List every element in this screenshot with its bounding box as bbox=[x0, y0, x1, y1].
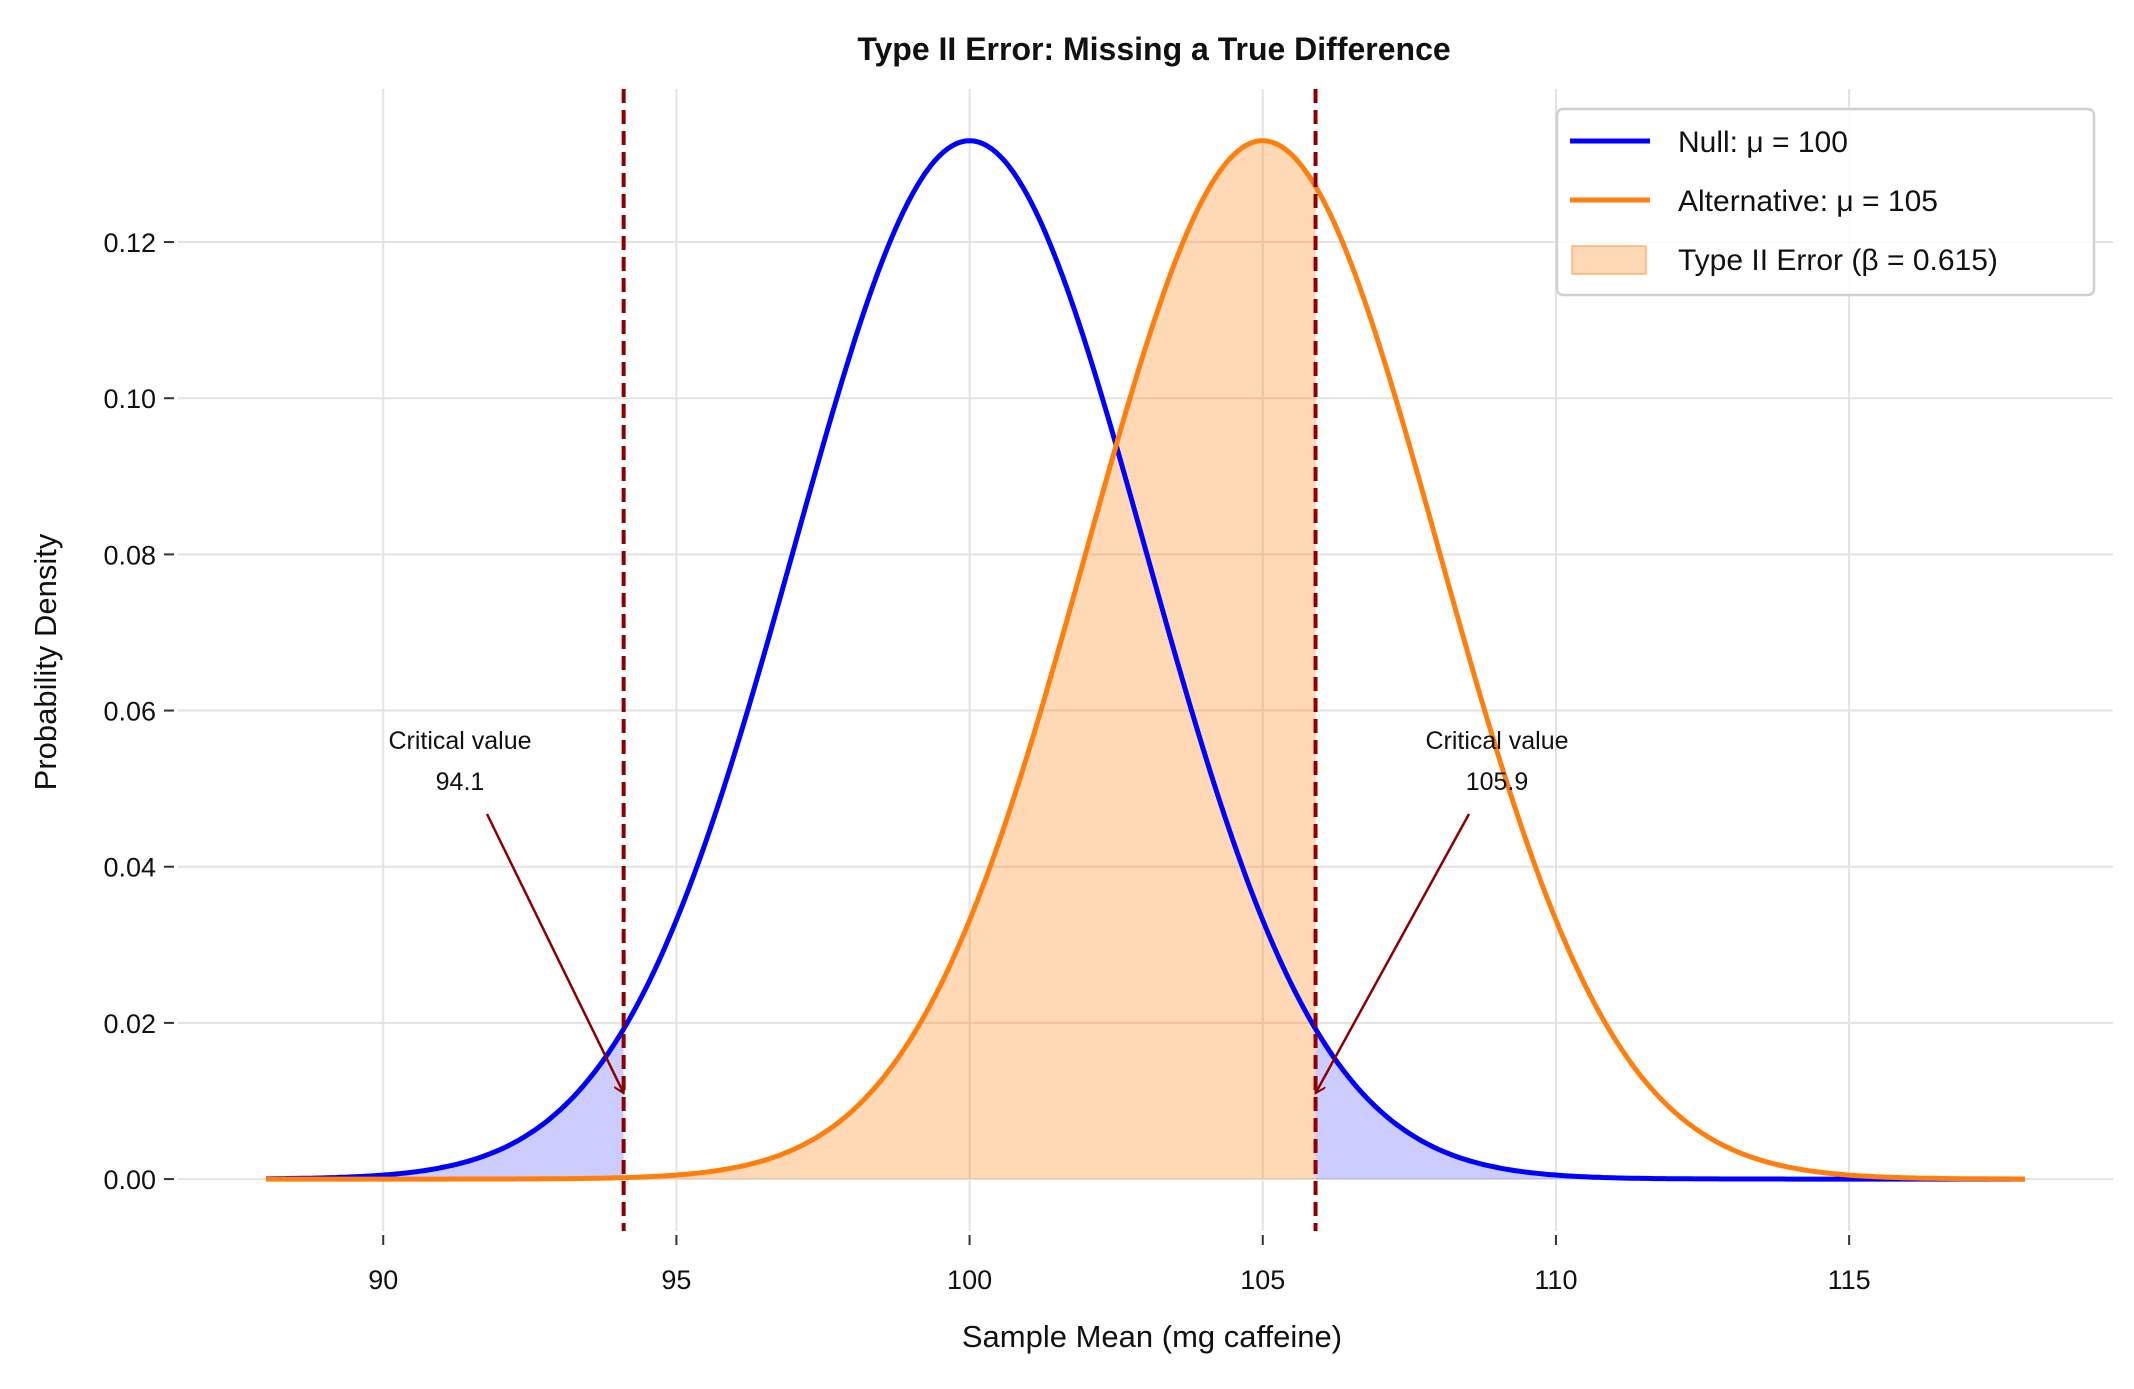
x-tick-label: 100 bbox=[947, 1265, 992, 1295]
legend-label-alternative: Alternative: μ = 105 bbox=[1678, 185, 1938, 218]
y-tick-label: 0.00 bbox=[103, 1165, 156, 1195]
annotation-arrow bbox=[485, 813, 624, 1093]
x-tick-label: 110 bbox=[1534, 1265, 1577, 1295]
series-lines bbox=[266, 138, 2025, 1182]
fills bbox=[265, 140, 2026, 1180]
legend-label-type2: Type II Error (β = 0.615) bbox=[1678, 244, 1998, 277]
alternative-curve bbox=[266, 138, 2025, 1182]
x-tick-label: 95 bbox=[661, 1265, 691, 1295]
y-tick-label: 0.06 bbox=[103, 697, 156, 727]
annotation-title: Critical value bbox=[1425, 727, 1568, 755]
axis-ticks: 90 95 100 105 110 115 0.00 0.02 0.04 0.06 0.08 0.10… bbox=[103, 228, 1870, 1295]
y-tick-label: 0.12 bbox=[103, 228, 156, 258]
legend-frame bbox=[1555, 107, 2096, 297]
x-axis-label: Sample Mean (mg caffeine) bbox=[962, 1319, 1342, 1354]
legend: Null: μ = 100 Alternative: μ = 105 Type … bbox=[1555, 107, 2096, 297]
legend-swatch-type2 bbox=[1571, 245, 1647, 275]
y-axis-label: Probability Density bbox=[28, 533, 63, 790]
null-curve bbox=[266, 138, 2025, 1182]
annotation-value: 94.1 bbox=[436, 768, 485, 796]
annotation-value: 105.9 bbox=[1466, 768, 1529, 796]
annotation-title: Critical value bbox=[388, 727, 531, 755]
chart-title: Type II Error: Missing a True Difference bbox=[857, 31, 1450, 67]
legend-label-null: Null: μ = 100 bbox=[1678, 126, 1848, 159]
annotation-arrow bbox=[1316, 813, 1471, 1093]
y-tick-label: 0.08 bbox=[103, 540, 156, 570]
null-tail-fill bbox=[265, 1028, 624, 1180]
x-tick-label: 105 bbox=[1240, 1265, 1285, 1295]
type2-error-fill bbox=[623, 140, 1316, 1180]
critical-lines bbox=[621, 89, 1318, 1231]
x-tick-label: 90 bbox=[368, 1265, 398, 1295]
y-tick-label: 0.02 bbox=[103, 1009, 156, 1039]
null-tail-fill bbox=[1315, 1028, 2026, 1180]
y-tick-label: 0.10 bbox=[103, 384, 156, 414]
y-tick-label: 0.04 bbox=[103, 853, 156, 883]
x-tick-label: 115 bbox=[1828, 1265, 1871, 1295]
annotations: Critical value 94.1 Critical value 105.9 bbox=[388, 727, 1569, 1093]
